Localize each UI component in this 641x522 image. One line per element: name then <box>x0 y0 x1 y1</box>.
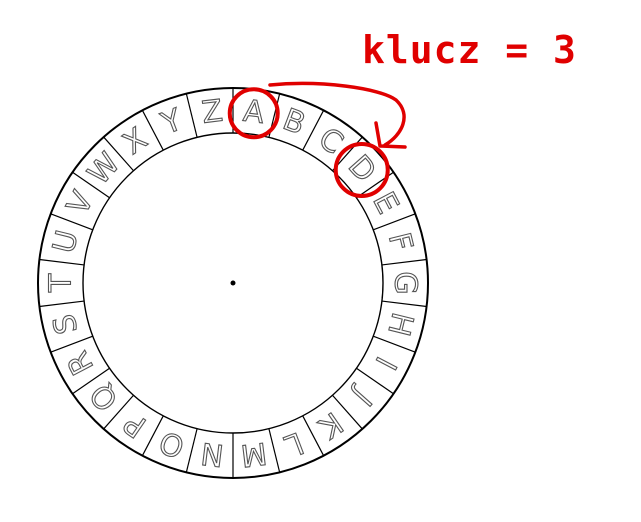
shift-annotations <box>227 81 407 198</box>
sector-divider <box>268 428 281 473</box>
wheel-letter-r: R <box>60 346 101 381</box>
wheel-letter-l: L <box>280 424 308 463</box>
sector-divider <box>373 335 416 353</box>
wheel-letter-t: T <box>44 273 79 293</box>
wheel-letter-x: X <box>117 121 154 161</box>
wheel-letter-y: Y <box>156 102 187 142</box>
wheel-letter-u: U <box>46 227 85 257</box>
wheel-letter-z: Z <box>200 94 225 131</box>
wheel-letter-a: A <box>241 94 266 131</box>
sector-divider <box>50 335 93 353</box>
sector-divider <box>381 258 427 266</box>
sector-divider <box>39 300 85 308</box>
wheel-letter-o: O <box>155 423 190 464</box>
wheel-letter-m: M <box>239 435 269 473</box>
sector-divider <box>356 367 394 395</box>
wheel-letter-s: S <box>47 311 86 338</box>
wheel-letter-h: H <box>380 309 419 339</box>
sector-divider <box>39 258 85 266</box>
wheel-letter-j: J <box>346 381 379 412</box>
sector-divider <box>302 415 325 456</box>
sector-divider <box>141 110 164 151</box>
sector-dividers <box>39 88 427 478</box>
sector-divider <box>373 213 416 231</box>
sector-divider <box>72 367 110 395</box>
sector-divider <box>50 213 93 231</box>
sector-divider <box>185 428 198 473</box>
arrow-head <box>374 121 407 149</box>
sector-divider <box>302 110 325 151</box>
center-dot <box>230 280 236 286</box>
sector-divider <box>185 93 198 138</box>
wheel-letter-g: G <box>388 271 423 294</box>
shift-arrow <box>268 81 406 147</box>
highlight-circle-cipher <box>333 141 390 198</box>
sector-divider <box>141 415 164 456</box>
wheel-letter-p: P <box>118 405 153 444</box>
wheel-letter-e: E <box>365 187 405 220</box>
wheel-letter-i: I <box>368 351 403 375</box>
wheel-letter-n: N <box>199 435 226 472</box>
sector-divider <box>103 136 134 172</box>
sector-divider <box>103 394 134 430</box>
highlight-circle-plain <box>227 87 280 140</box>
wheel-letter-v: V <box>60 185 101 220</box>
sector-divider <box>72 171 110 199</box>
wheel-letter-b: B <box>278 102 310 142</box>
wheel-letter-k: K <box>312 405 349 446</box>
key-label: klucz = 3 <box>362 28 577 72</box>
sector-divider <box>332 394 363 430</box>
wheel-letter-f: F <box>381 229 419 254</box>
sector-divider <box>381 300 427 308</box>
wheel-letter-c: C <box>312 121 349 162</box>
